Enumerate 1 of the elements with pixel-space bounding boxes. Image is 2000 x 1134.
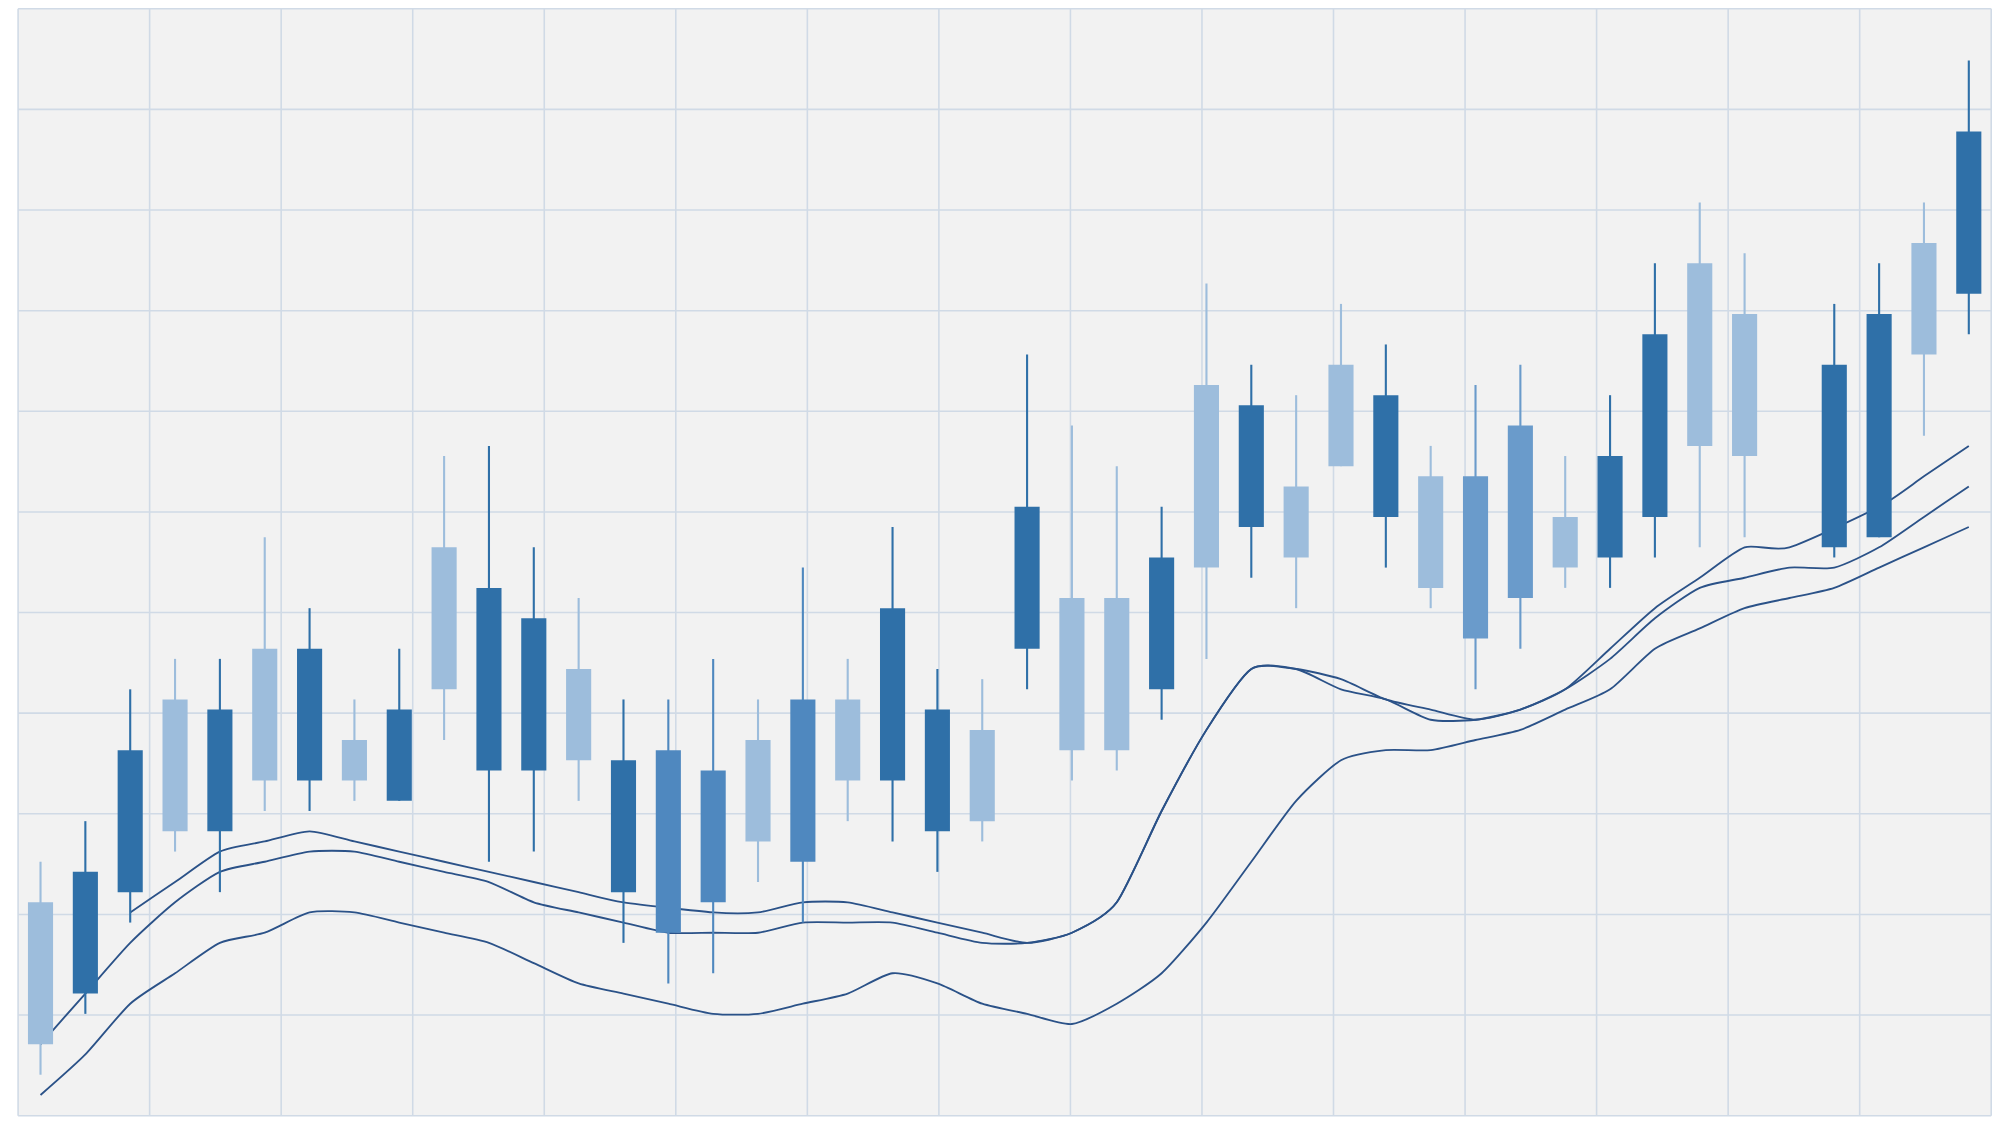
candlestick xyxy=(341,698,367,803)
